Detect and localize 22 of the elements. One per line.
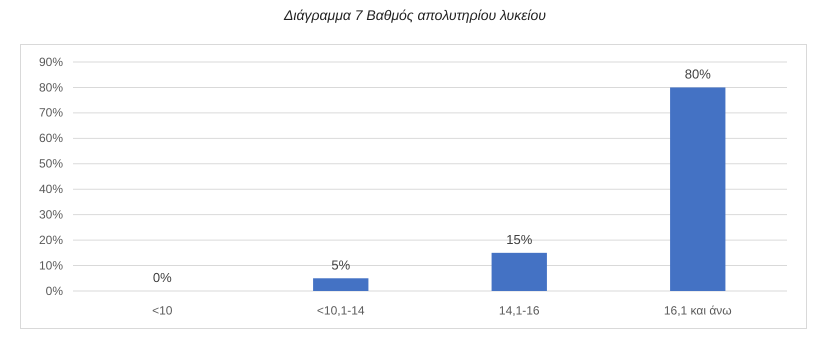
y-tick-label: 0%	[46, 284, 64, 298]
data-label: 0%	[152, 270, 172, 285]
y-tick-label: 70%	[38, 106, 64, 120]
x-tick-label: 16,1 και άνω	[664, 304, 732, 318]
bar	[313, 278, 368, 291]
y-tick-label: 10%	[38, 258, 64, 272]
bar	[492, 252, 547, 291]
y-tick-label: 40%	[38, 182, 64, 196]
data-label: 80%	[684, 66, 712, 82]
y-tick-label: 80%	[38, 80, 64, 94]
x-tick-label: <10,1-14	[316, 304, 365, 318]
y-tick-label: 20%	[38, 232, 64, 247]
y-tick-label: 60%	[38, 131, 64, 146]
chart-title: Διάγραμμα 7 Βαθμός απολυτηρίου λυκείου	[283, 7, 546, 23]
y-tick-label: 50%	[38, 156, 64, 171]
x-tick-label: 14,1-16	[498, 304, 540, 318]
x-tick-label: <10	[152, 304, 173, 318]
data-label: 5%	[331, 257, 351, 272]
bar	[670, 87, 726, 291]
y-tick-label: 90%	[38, 54, 64, 69]
data-label: 15%	[506, 232, 533, 247]
y-tick-label: 30%	[38, 208, 64, 222]
